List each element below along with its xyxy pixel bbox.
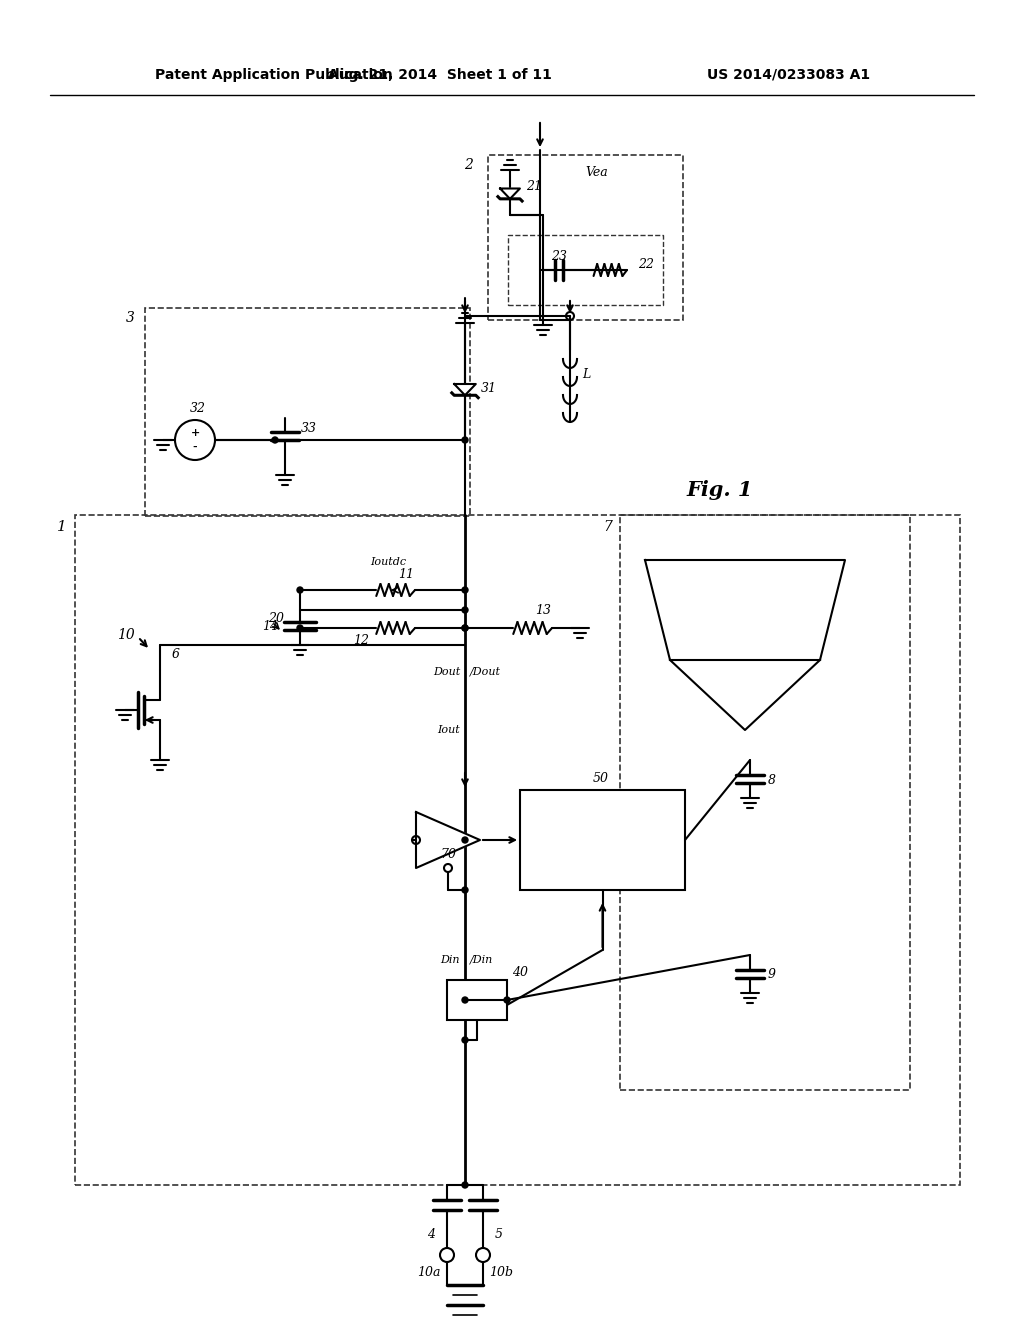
Bar — [75, 515, 961, 1185]
Bar — [488, 154, 683, 319]
Text: 10a: 10a — [417, 1266, 440, 1279]
Text: Ioutdc: Ioutdc — [370, 557, 407, 568]
Text: /Dout: /Dout — [470, 667, 501, 677]
Text: 8: 8 — [768, 774, 776, 787]
Bar — [145, 308, 470, 516]
Text: 11: 11 — [398, 568, 414, 581]
Bar — [508, 235, 663, 305]
Text: Dout: Dout — [433, 667, 460, 677]
Text: 12: 12 — [353, 634, 369, 647]
Text: /Din: /Din — [470, 954, 494, 965]
Polygon shape — [455, 384, 476, 395]
Circle shape — [462, 997, 468, 1003]
Polygon shape — [500, 189, 520, 199]
Text: 31: 31 — [481, 381, 497, 395]
Text: 50: 50 — [593, 771, 608, 784]
Circle shape — [462, 887, 468, 894]
Text: 6: 6 — [172, 648, 180, 661]
Text: Aug. 21, 2014  Sheet 1 of 11: Aug. 21, 2014 Sheet 1 of 11 — [328, 69, 552, 82]
Text: 10b: 10b — [489, 1266, 513, 1279]
Circle shape — [462, 624, 468, 631]
Text: 5: 5 — [495, 1229, 503, 1242]
Text: 2: 2 — [464, 158, 472, 172]
Bar — [447, 979, 507, 1020]
Text: 4: 4 — [427, 1229, 435, 1242]
Text: Din: Din — [440, 954, 460, 965]
Text: 70: 70 — [440, 849, 456, 862]
Text: 10: 10 — [118, 628, 135, 642]
Text: 7: 7 — [603, 520, 612, 535]
Text: -: - — [193, 441, 198, 453]
Text: Vea: Vea — [585, 166, 608, 180]
Text: 20: 20 — [268, 611, 284, 624]
Text: 40: 40 — [512, 965, 528, 978]
Bar — [620, 515, 910, 1090]
Text: 32: 32 — [190, 401, 206, 414]
Text: 21: 21 — [526, 181, 542, 194]
Text: 14: 14 — [262, 619, 278, 632]
Text: 9: 9 — [768, 969, 776, 982]
Text: 22: 22 — [638, 259, 654, 272]
Circle shape — [504, 997, 510, 1003]
Circle shape — [462, 1038, 468, 1043]
Text: 23: 23 — [551, 249, 567, 263]
Circle shape — [462, 1181, 468, 1188]
Circle shape — [272, 437, 278, 444]
Circle shape — [297, 624, 303, 631]
Circle shape — [462, 624, 468, 631]
Circle shape — [462, 837, 468, 843]
Text: 1: 1 — [57, 520, 67, 535]
Text: 33: 33 — [301, 421, 317, 434]
Text: L: L — [582, 368, 590, 381]
Text: Patent Application Publication: Patent Application Publication — [155, 69, 393, 82]
Circle shape — [297, 587, 303, 593]
Bar — [520, 789, 685, 890]
Text: Fig. 1: Fig. 1 — [687, 480, 754, 500]
Text: US 2014/0233083 A1: US 2014/0233083 A1 — [707, 69, 870, 82]
Text: 3: 3 — [126, 312, 135, 325]
Text: Iout: Iout — [437, 725, 460, 735]
Circle shape — [462, 587, 468, 593]
Circle shape — [462, 437, 468, 444]
Polygon shape — [416, 812, 480, 869]
Circle shape — [462, 607, 468, 612]
Text: +: + — [190, 428, 200, 438]
Polygon shape — [645, 560, 845, 660]
Text: 13: 13 — [535, 603, 551, 616]
